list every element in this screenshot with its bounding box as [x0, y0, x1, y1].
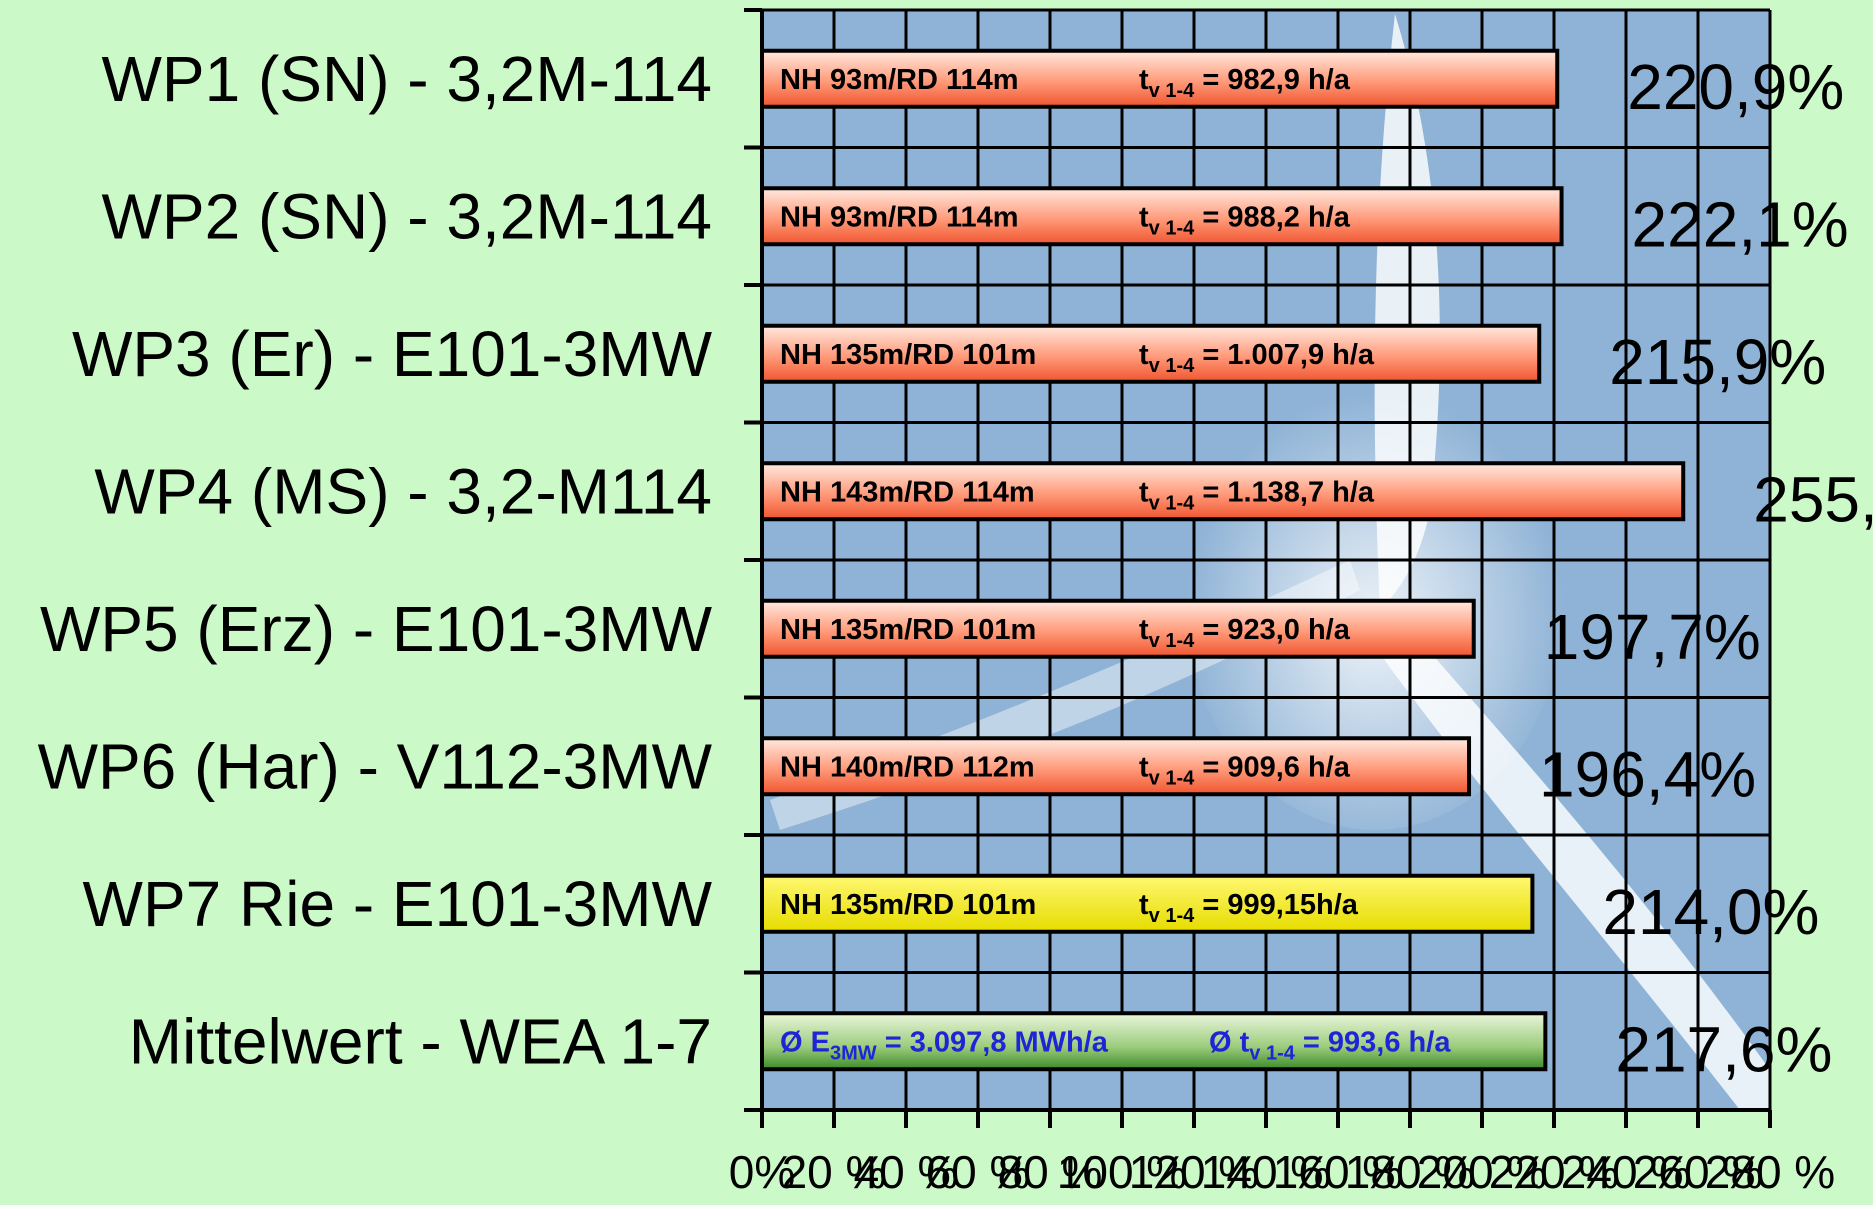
x-tick-label: 120 % — [1129, 1146, 1259, 1198]
bar — [760, 1011, 1548, 1072]
x-tick-label: 160 % — [1273, 1146, 1403, 1198]
x-tick-labels: 0%20 %40 %60 %80 %100 %120 %140 %160 %18… — [729, 1146, 1835, 1198]
category-label: WP6 (Har) - V112-3MW — [38, 730, 713, 802]
bar — [760, 598, 1476, 659]
x-tick-label: 60 % — [926, 1146, 1031, 1198]
bar-annotation-left: NH 135m/RD 101m — [780, 339, 1036, 371]
category-labels: WP1 (SN) - 3,2M-114 WP2 (SN) - 3,2M-114 WP… — [38, 43, 713, 1078]
x-tick-label: 180 % — [1345, 1146, 1475, 1198]
x-tick-label: 20 % — [782, 1146, 887, 1198]
bar-annotation-left: Ø E3MW = 3.097,8 MWh/a — [780, 1026, 1109, 1064]
axes — [744, 8, 1772, 1128]
value-label: 214,0% — [1602, 876, 1819, 948]
bar-annotation-right: tv 1-4 = 988,2 h/a — [1139, 201, 1351, 239]
bar-annotation-right: tv 1-4 = 999,15h/a — [1139, 889, 1359, 927]
bar — [760, 461, 1686, 522]
x-tick-label: 140 % — [1201, 1146, 1331, 1198]
bar — [760, 186, 1564, 247]
bar-annotation-left: NH 135m/RD 101m — [780, 889, 1036, 921]
x-tick-label: 40 % — [854, 1146, 959, 1198]
bar — [760, 873, 1535, 934]
bars — [760, 48, 1686, 1072]
x-tick-label: 220 % — [1489, 1146, 1619, 1198]
value-label: 220,9% — [1627, 51, 1844, 123]
x-tick-label: 80 % — [998, 1146, 1103, 1198]
value-label: 222,1% — [1632, 188, 1849, 260]
bar-annotation-left: NH 143m/RD 114m — [780, 476, 1035, 508]
x-tick-label: 0% — [729, 1146, 795, 1198]
x-tick-label: 240 % — [1561, 1146, 1691, 1198]
bar-annotation-right: tv 1-4 = 923,0 h/a — [1139, 614, 1351, 652]
category-label: WP5 (Erz) - E101-3MW — [40, 593, 713, 665]
bar — [760, 48, 1560, 109]
category-label: WP2 (SN) - 3,2M-114 — [102, 180, 713, 252]
category-label: WP7 Rie - E101-3MW — [83, 868, 713, 940]
bar-annotation-left: NH 140m/RD 112m — [780, 751, 1035, 783]
value-labels: 220,9% 222,1% 215,9% 255,9% 197,7% 196,4% 214,… — [1539, 51, 1873, 1086]
bar-annotation-left: NH 135m/RD 101m — [780, 614, 1036, 646]
bar-annotation-right: Ø tv 1-4 = 993,6 h/a — [1209, 1026, 1451, 1064]
bar — [760, 323, 1542, 384]
category-label: WP1 (SN) - 3,2M-114 — [102, 43, 713, 115]
bar-annotation-right: tv 1-4 = 909,6 h/a — [1139, 751, 1351, 789]
value-label: 215,9% — [1609, 326, 1826, 398]
x-tick-label: 260 % — [1633, 1146, 1763, 1198]
value-label: 196,4% — [1539, 738, 1756, 810]
value-label: 197,7% — [1544, 601, 1761, 673]
category-label: WP3 (Er) - E101-3MW — [72, 318, 713, 390]
bar-annotations: NH 93m/RD 114m tv 1-4 = 982,9 h/a NH 93m/R… — [780, 64, 1451, 1065]
value-label: 217,6% — [1615, 1013, 1832, 1085]
category-label: WP4 (MS) - 3,2-M114 — [94, 455, 712, 527]
bar-annotation-right: tv 1-4 = 982,9 h/a — [1139, 64, 1351, 102]
x-tick-label: 200 % — [1417, 1146, 1547, 1198]
bar-annotation-right: tv 1-4 = 1.138,7 h/a — [1139, 476, 1375, 514]
bar-annotation-left: NH 93m/RD 114m — [780, 201, 1019, 233]
bar — [760, 736, 1472, 797]
x-tick-label: 100 % — [1057, 1146, 1187, 1198]
value-label: 255,9% — [1753, 463, 1873, 535]
bar-annotation-right: tv 1-4 = 1.007,9 h/a — [1139, 339, 1375, 377]
category-label: Mittelwert - WEA 1-7 — [129, 1005, 712, 1077]
x-tick-label: 280 % — [1705, 1146, 1835, 1198]
bar-annotation-left: NH 93m/RD 114m — [780, 64, 1019, 96]
